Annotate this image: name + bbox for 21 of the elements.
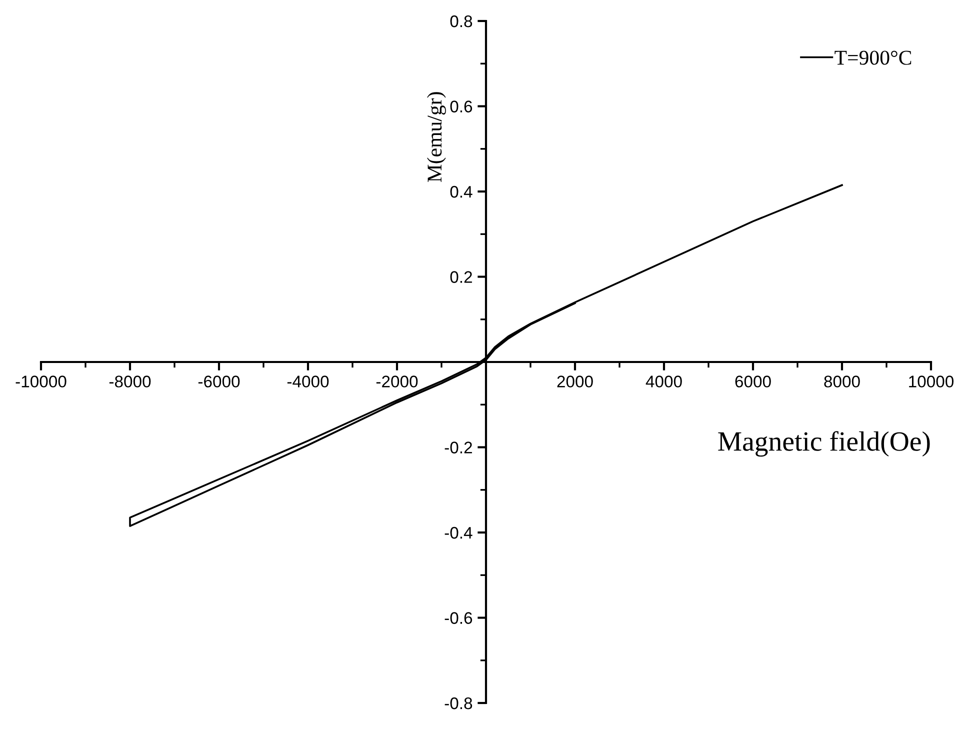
y-tick-label: 0.4 [450,186,472,198]
y-tick-label: 0.2 [450,271,472,283]
x-tick-label: -6000 [198,376,240,388]
x-tick-label: -10000 [16,376,66,388]
y-tick-label: -0.6 [444,612,472,624]
y-tick-label: 0.8 [450,15,472,28]
x-tick-label: -8000 [109,376,151,388]
x-tick-label: 4000 [646,376,682,388]
x-axis-title: Magnetic field(Oe) [718,431,930,457]
x-tick-label: -4000 [287,376,329,388]
y-tick-label: -0.2 [444,442,472,454]
y-tick-label: 0.6 [450,100,472,112]
x-tick-label: 6000 [735,376,771,388]
x-tick-label: 8000 [824,376,860,388]
x-tick-label: 2000 [557,376,593,388]
y-tick-label: -0.4 [444,526,472,539]
x-tick-label: 10000 [909,376,954,388]
y-axis-title: M(emu/gr) [427,92,446,182]
legend-label: T=900°C [834,50,912,65]
y-tick-label: -0.8 [444,697,472,710]
x-tick-label: -2000 [376,376,418,388]
